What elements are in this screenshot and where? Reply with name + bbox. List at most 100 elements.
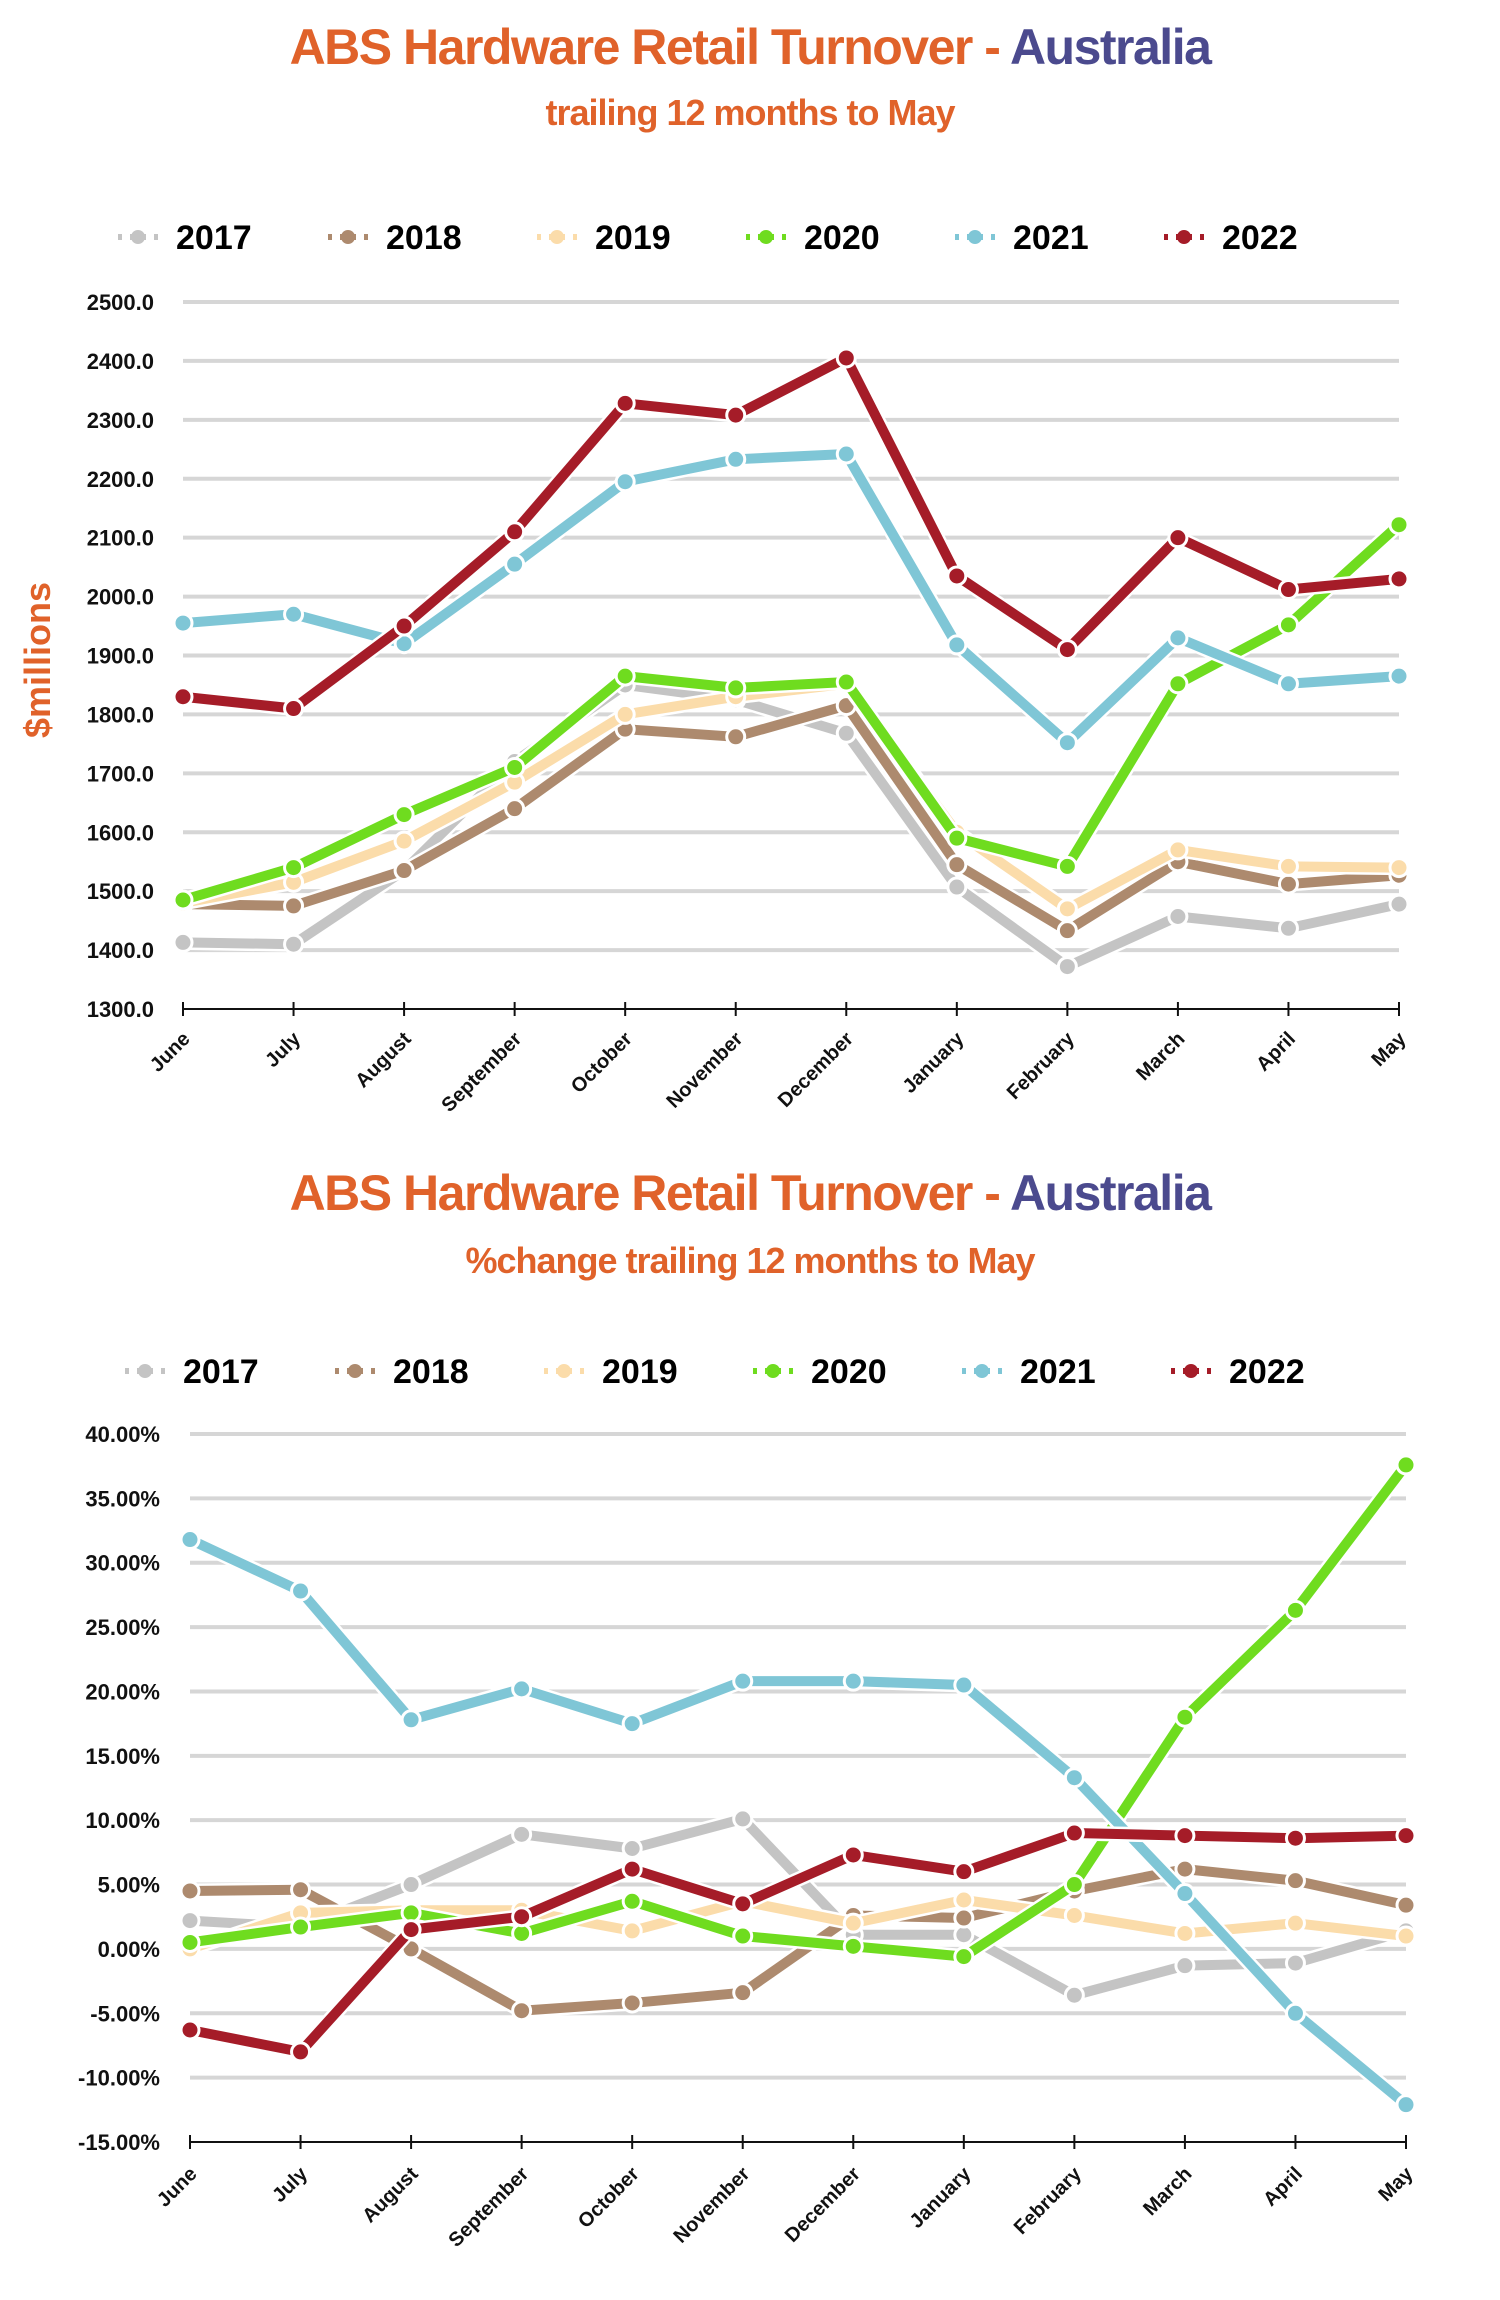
data-point — [842, 1670, 864, 1692]
data-point — [400, 1709, 422, 1731]
x-tick-label: November — [663, 1028, 748, 1113]
data-point — [732, 1982, 754, 2004]
data-point — [842, 1844, 864, 1866]
legend-label: 2018 — [386, 219, 462, 257]
chart-2: -15.00% -10.00% -5.00% 0.00% 5.00% 10.00% 15.0… — [78, 1353, 1418, 2252]
x-tick-label: September — [445, 2163, 534, 2252]
legend-label: 2021 — [1020, 1353, 1096, 1391]
data-point — [283, 698, 305, 720]
legend-item-2021: 2021 — [955, 219, 1089, 257]
data-point — [283, 933, 305, 955]
data-point — [614, 471, 636, 493]
data-point — [725, 404, 747, 426]
data-point — [1284, 1827, 1306, 1849]
y-tick-label: 1900.0 — [87, 644, 154, 669]
data-point — [953, 1907, 975, 1929]
data-point — [835, 671, 857, 693]
y-tick-label: 1700.0 — [87, 761, 154, 786]
data-point — [393, 830, 415, 852]
y-tick-label: 10.00% — [85, 1808, 160, 1833]
legend-marker-icon — [550, 230, 564, 244]
chart2-subtitle: %change trailing 12 months to May — [465, 1240, 1035, 1281]
legend-item-2017: 2017 — [118, 219, 252, 257]
data-point — [1388, 514, 1410, 536]
data-point — [953, 1861, 975, 1883]
data-point — [621, 1713, 643, 1735]
data-point — [1167, 906, 1189, 928]
data-point — [1395, 1925, 1417, 1947]
data-point — [511, 1823, 533, 1845]
data-point — [1277, 579, 1299, 601]
data-point — [732, 1925, 754, 1947]
data-point — [1395, 1454, 1417, 1476]
y-tick-label: -15.00% — [78, 2130, 160, 2155]
data-point — [946, 854, 968, 876]
data-point — [504, 521, 526, 543]
data-point — [953, 1946, 975, 1968]
legend-item-2019: 2019 — [544, 1353, 678, 1391]
data-point — [946, 827, 968, 849]
data-point — [172, 686, 194, 708]
legend-marker-icon — [1177, 230, 1191, 244]
y-tick-label: 20.00% — [85, 1679, 160, 1704]
data-point — [1167, 673, 1189, 695]
data-point — [1167, 627, 1189, 649]
data-point — [614, 392, 636, 414]
data-point — [1388, 893, 1410, 915]
legend-label: 2022 — [1229, 1353, 1305, 1391]
data-point — [621, 1838, 643, 1860]
data-point — [621, 1858, 643, 1880]
chart1-subtitle: trailing 12 months to May — [545, 92, 955, 133]
series-2020 — [172, 514, 1410, 911]
x-tick-label: December — [781, 2163, 865, 2247]
x-tick-label: August — [351, 1028, 416, 1093]
data-point — [511, 2000, 533, 2022]
data-point — [283, 857, 305, 879]
y-tick-label: -10.00% — [78, 2066, 160, 2091]
data-point — [725, 448, 747, 470]
y-tick-label: 1400.0 — [87, 938, 154, 963]
data-point — [1174, 1825, 1196, 1847]
chart1-title-separator: - — [971, 19, 1010, 75]
y-tick-label: 1800.0 — [87, 702, 154, 727]
data-point — [172, 612, 194, 634]
data-point — [1284, 1870, 1306, 1892]
x-tick-label: December — [774, 1028, 858, 1112]
chart1-title: ABS Hardware Retail Turnover - Australia — [0, 18, 1500, 76]
x-tick-label: March — [1132, 1028, 1189, 1085]
chart2-title-separator: - — [971, 1165, 1010, 1221]
data-point — [1277, 855, 1299, 877]
data-point — [1277, 873, 1299, 895]
data-point — [172, 889, 194, 911]
data-point — [1284, 1599, 1306, 1621]
data-point — [953, 1889, 975, 1911]
data-point — [1174, 1706, 1196, 1728]
data-point — [179, 1529, 201, 1551]
series-line — [189, 1828, 1407, 2057]
data-point — [172, 931, 194, 953]
series-line — [189, 1461, 1410, 1962]
data-point — [953, 1674, 975, 1696]
data-point — [179, 1910, 201, 1932]
data-point — [393, 860, 415, 882]
y-tick-label: 40.00% — [85, 1422, 160, 1447]
data-point — [835, 722, 857, 744]
data-point — [400, 1874, 422, 1896]
data-point — [1056, 920, 1078, 942]
chart1-title-accent: Australia — [1009, 19, 1212, 75]
x-tick-label: February — [1003, 1027, 1080, 1104]
x-tick-label: July — [268, 2162, 312, 2206]
data-point — [732, 1670, 754, 1692]
data-point — [511, 1678, 533, 1700]
data-point — [1174, 1955, 1196, 1977]
legend-item-2020: 2020 — [753, 1353, 887, 1391]
data-point — [290, 2041, 312, 2063]
data-point — [290, 1916, 312, 1938]
data-point — [179, 1931, 201, 1953]
data-point — [290, 1580, 312, 1602]
x-tick-label: January — [899, 1027, 969, 1097]
y-tick-label: 1600.0 — [87, 820, 154, 845]
legend-marker-icon — [138, 1364, 152, 1378]
data-point — [1056, 956, 1078, 978]
legend-label: 2019 — [595, 219, 671, 257]
